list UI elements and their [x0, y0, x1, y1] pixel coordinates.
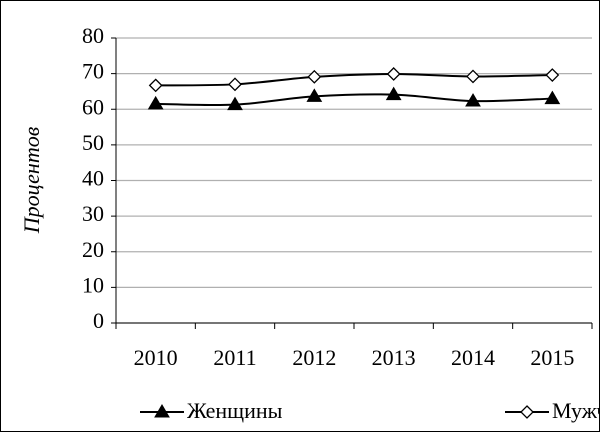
- marker: [385, 86, 402, 101]
- marker: [148, 78, 163, 93]
- x-tick-label: 2014: [451, 345, 495, 370]
- y-tick-label: 40: [82, 166, 104, 191]
- y-tick-label: 60: [82, 94, 104, 119]
- y-tick-label: 20: [82, 237, 104, 262]
- marker: [386, 67, 401, 81]
- marker: [147, 95, 164, 110]
- y-tick-label: 70: [82, 59, 104, 84]
- legend-label: Мужчины: [552, 398, 600, 423]
- y-axis-label: Процентов: [19, 126, 44, 234]
- y-tick-label: 10: [82, 272, 104, 297]
- marker: [465, 93, 481, 107]
- x-tick-label: 2011: [213, 345, 256, 370]
- series-line: [155, 93, 553, 107]
- marker: [520, 405, 534, 419]
- y-tick-label: 0: [93, 308, 104, 333]
- series-line: [155, 72, 553, 87]
- marker: [228, 77, 242, 92]
- y-tick-label: 80: [82, 23, 104, 48]
- y-tick-label: 50: [82, 130, 104, 155]
- marker: [545, 68, 560, 82]
- marker: [306, 88, 323, 102]
- x-tick-label: 2015: [530, 345, 574, 370]
- x-tick-label: 2013: [372, 345, 416, 370]
- y-tick-label: 30: [82, 201, 104, 226]
- marker: [544, 90, 561, 105]
- marker: [466, 69, 480, 84]
- x-tick-label: 2010: [134, 345, 178, 370]
- legend-label: Женщины: [187, 398, 283, 423]
- marker: [307, 69, 322, 84]
- marker: [154, 404, 170, 418]
- marker: [227, 96, 243, 111]
- x-tick-label: 2012: [292, 345, 336, 370]
